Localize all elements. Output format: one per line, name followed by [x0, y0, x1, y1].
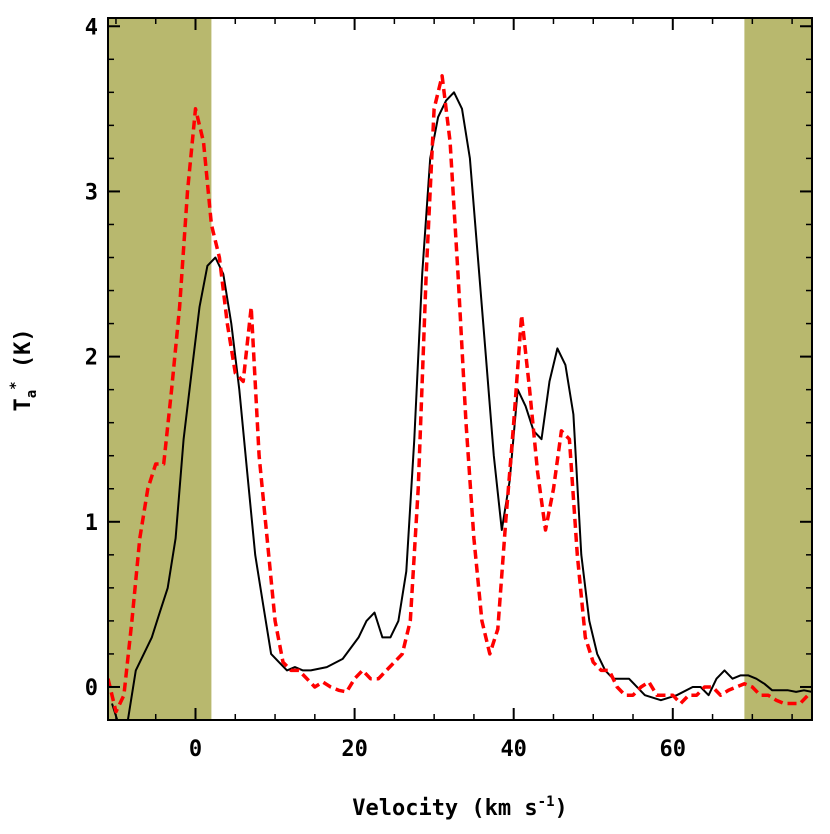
series-line-dashed-red	[108, 74, 810, 714]
y-tick-label: 2	[85, 346, 98, 371]
shaded-regions	[108, 18, 812, 720]
series-line-solid-black	[111, 91, 812, 720]
axis-ticks	[108, 18, 812, 720]
x-tick-label: 0	[189, 737, 202, 762]
y-tick-label: 4	[85, 15, 98, 40]
y-tick-labels: 0 1 2 3 4	[85, 15, 98, 701]
x-tick-label: 60	[660, 737, 687, 762]
shaded-region-2	[744, 18, 812, 720]
x-tick-label: 40	[500, 737, 527, 762]
x-tick-label: 20	[341, 737, 368, 762]
x-tick-labels: 0 20 40 60	[189, 737, 686, 762]
y-tick-label: 1	[85, 511, 98, 536]
y-tick-label: 0	[85, 676, 98, 701]
plot-frame	[107, 17, 813, 721]
x-axis-label: Velocity (km s-1)	[352, 794, 568, 821]
y-axis-label: Ta* (K)	[8, 328, 40, 411]
y-tick-label: 3	[85, 180, 98, 205]
series-lines	[108, 74, 812, 720]
